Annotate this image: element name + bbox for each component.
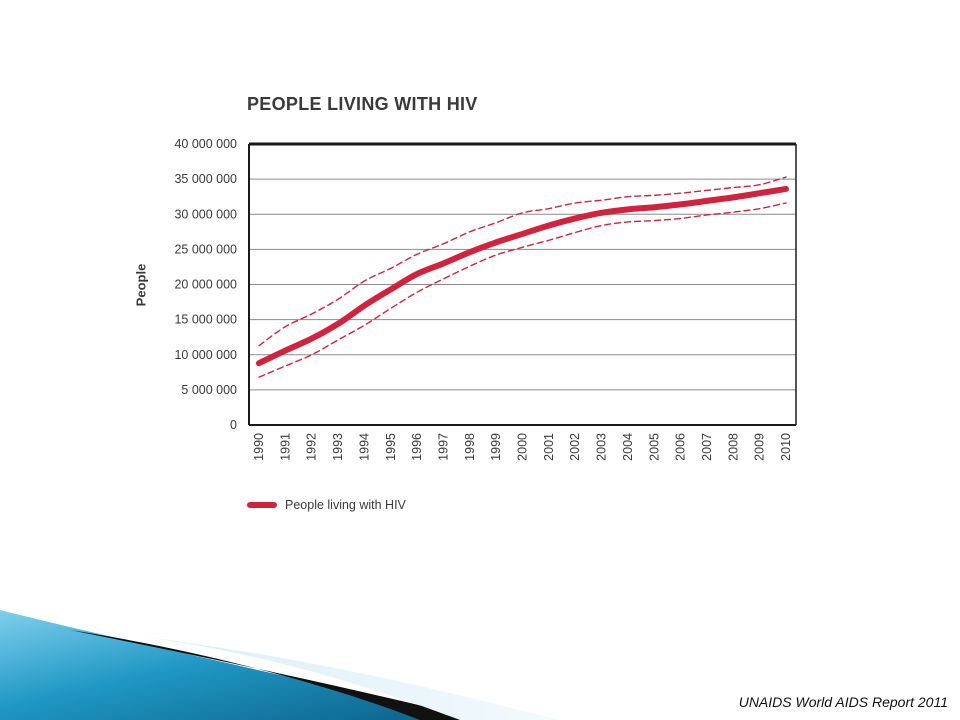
x-tick-label: 1999: [489, 433, 503, 461]
y-tick-label: 5 000 000: [181, 383, 237, 397]
x-tick-label: 2004: [621, 433, 635, 461]
x-tick-label: 1995: [384, 433, 398, 461]
x-tick-label: 2010: [779, 433, 793, 461]
x-tick-label: 1994: [357, 433, 371, 461]
y-tick-label: 0: [230, 418, 237, 432]
series-line-people-living-with-hiv: [256, 185, 789, 367]
x-tick-label: 2007: [700, 433, 714, 461]
x-tick-label: 2005: [647, 433, 661, 461]
y-tick-label: 35 000 000: [174, 172, 237, 186]
y-tick-label: 20 000 000: [174, 278, 237, 292]
x-tick-label: 2001: [542, 433, 556, 461]
series-line-dashed-upper: [258, 176, 787, 347]
x-tick-label: 2000: [516, 433, 530, 461]
x-tick-label: 2003: [595, 433, 609, 461]
x-tick-label: 2006: [674, 433, 688, 461]
y-tick-label: 15 000 000: [174, 313, 237, 327]
source-caption: UNAIDS World AIDS Report 2011: [738, 694, 948, 710]
legend-label-people-living-with-hiv: People living with HIV: [285, 498, 406, 512]
y-tick-label: 10 000 000: [174, 348, 237, 362]
x-tick-label: 1991: [278, 433, 292, 461]
chart-legend: People living with HIV: [247, 498, 406, 512]
x-tick-label: 2008: [726, 433, 740, 461]
x-tick-label: 2009: [753, 433, 767, 461]
x-tick-label: 1998: [463, 433, 477, 461]
chart-title: PEOPLE LIVING WITH HIV: [247, 94, 478, 114]
y-tick-label: 40 000 000: [174, 137, 237, 151]
x-tick-label: 2002: [568, 433, 582, 461]
x-tick-label: 1996: [410, 433, 424, 461]
x-tick-label: 1990: [252, 433, 266, 461]
x-tick-label: 1992: [305, 433, 319, 461]
x-tick-label: 1993: [331, 433, 345, 461]
series-line-dashed-lower: [258, 202, 787, 378]
legend-swatch-people-living-with-hiv: [247, 502, 277, 508]
y-tick-label: 30 000 000: [174, 207, 237, 221]
x-tick-label: 1997: [436, 433, 450, 461]
y-tick-label: 25 000 000: [174, 242, 237, 256]
